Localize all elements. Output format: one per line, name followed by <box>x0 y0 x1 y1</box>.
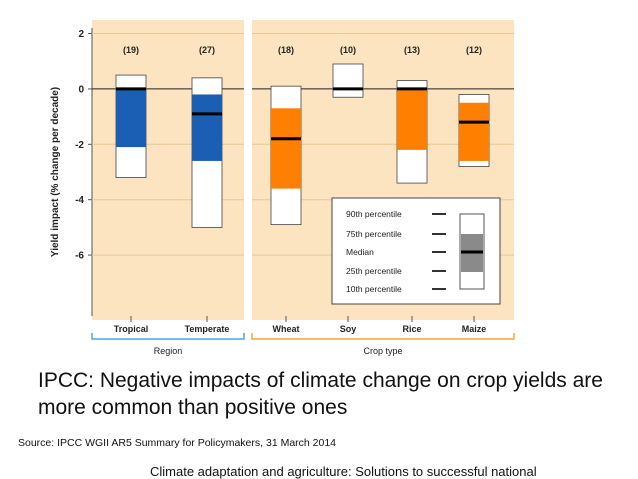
yield-impact-chart: 2 0 -2 -4 -6 (19) (27) (18) (10) (13) (12) Tropic… <box>50 20 515 356</box>
x-tick-label-wheat: Wheat <box>273 324 300 334</box>
box-inner-maize <box>459 102 489 161</box>
y-tick-label: 0 <box>78 84 84 95</box>
box-inner-wheat <box>271 108 301 189</box>
x-tick-label-maize: Maize <box>462 324 487 334</box>
count-label-temperate: (27) <box>199 45 215 55</box>
legend-label: 25th percentile <box>346 266 402 276</box>
legend-label: 90th percentile <box>346 209 402 219</box>
legend-label: 10th percentile <box>346 284 402 294</box>
crop-type-bracket <box>251 333 515 340</box>
y-axis-label: Yield impact (% change per decade) <box>50 87 61 257</box>
count-label-tropical: (19) <box>123 45 139 55</box>
y-tick-label: -4 <box>75 195 84 206</box>
x-tick-label-rice: Rice <box>402 324 421 334</box>
caption: IPCC: Negative impacts of climate change… <box>38 369 603 419</box>
legend: 90th percentile 75th percentile Median 25th… <box>331 197 501 305</box>
y-tick-label: -6 <box>75 251 84 262</box>
legend-label: Median <box>346 247 374 257</box>
region-bracket <box>91 333 245 340</box>
count-label-wheat: (18) <box>278 45 294 55</box>
legend-label: 75th percentile <box>346 229 402 239</box>
box-outer-soy <box>332 63 364 98</box>
x-tick-label-tropical: Tropical <box>114 324 149 334</box>
region-group-label: Region <box>154 346 183 356</box>
y-tick-label: 2 <box>78 29 84 40</box>
box-inner-rice <box>397 88 427 150</box>
slide-footer: Climate adaptation and agriculture: Solu… <box>150 464 537 479</box>
source-note: Source: IPCC WGII AR5 Summary for Policy… <box>18 437 337 449</box>
count-label-soy: (10) <box>340 45 356 55</box>
x-tick-label-soy: Soy <box>340 324 357 334</box>
box-inner-tropical <box>116 88 146 148</box>
x-tick-label-temperate: Temperate <box>185 324 230 334</box>
crop-type-group-label: Crop type <box>363 346 402 356</box>
count-label-maize: (12) <box>466 45 482 55</box>
box-inner-temperate <box>192 94 222 161</box>
y-tick-label: -2 <box>75 140 84 151</box>
count-label-rice: (13) <box>404 45 420 55</box>
